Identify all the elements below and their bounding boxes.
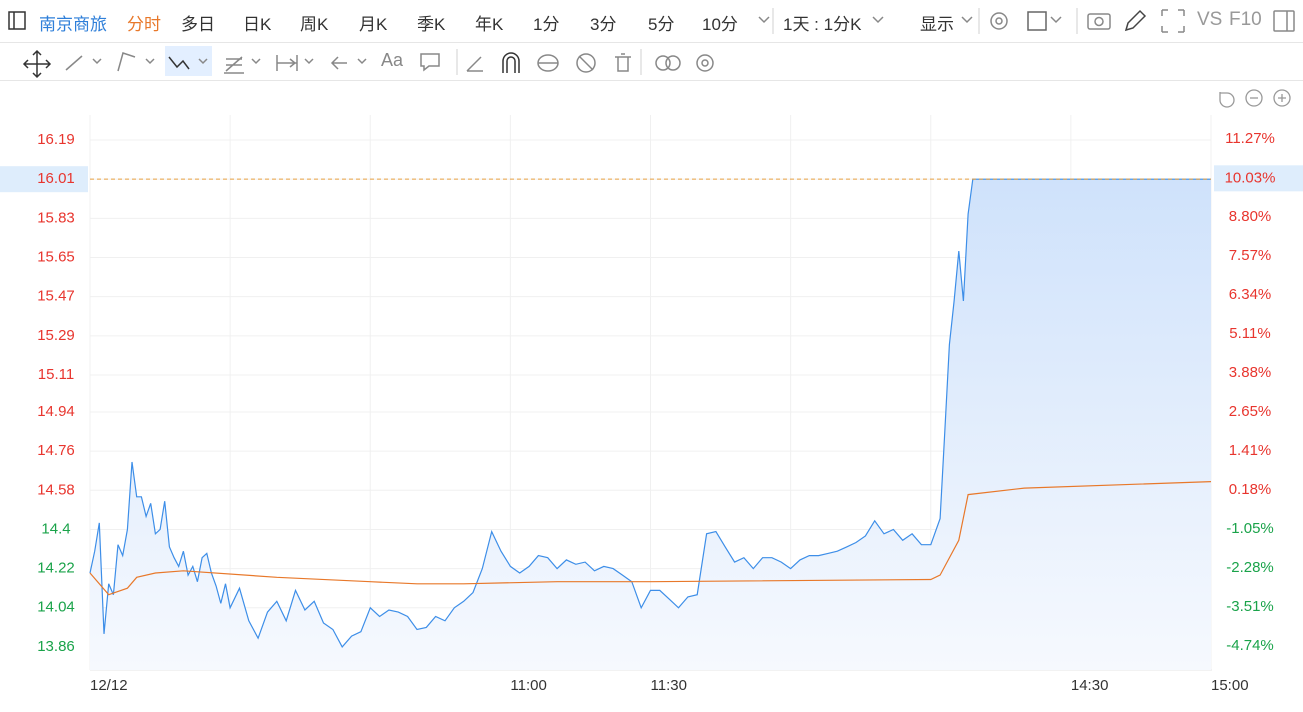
period[interactable]: 季K [417, 15, 446, 34]
price-area [90, 179, 1211, 670]
period[interactable]: 日K [243, 15, 272, 34]
y-tick-label: 13.86 [37, 638, 75, 655]
y-tick-label: 15.65 [37, 248, 75, 265]
period[interactable]: 3分 [590, 15, 617, 34]
y2-tick-label: 11.27% [1225, 130, 1275, 147]
period[interactable]: 多日 [181, 15, 215, 34]
y2-tick-label: 0.18% [1229, 481, 1272, 498]
f10-button[interactable]: F10 [1229, 9, 1262, 30]
text-tool[interactable]: Aa [381, 50, 404, 70]
y-tick-label: 16.19 [37, 131, 75, 148]
x-tick-label: 15:00 [1211, 677, 1249, 694]
period[interactable]: 1分 [533, 15, 560, 34]
y2-tick-label: 7.57% [1229, 247, 1272, 264]
x-tick-label: 11:30 [651, 677, 687, 694]
y-tick-label: 16.01 [37, 170, 75, 187]
y-tick-label: 15.83 [37, 209, 75, 226]
price-highlight [0, 166, 88, 193]
y2-tick-label: 10.03% [1225, 169, 1276, 186]
price-line [89, 178, 1211, 648]
sidebar-icon[interactable] [8, 11, 28, 31]
x-tick-label: 12/12 [90, 677, 128, 694]
zoom-controls[interactable] [1219, 89, 1291, 108]
y2-tick-label: 8.80% [1229, 208, 1272, 225]
period[interactable]: 月K [359, 15, 388, 34]
tool-icons[interactable] [0, 43, 1303, 80]
y2-tick-label: 3.88% [1229, 364, 1272, 381]
period[interactable]: 分时 [127, 15, 161, 34]
y2-tick-label: -4.74% [1226, 637, 1274, 654]
drawing-toolbar: Aa [0, 43, 1303, 81]
display-menu[interactable]: 显示 [920, 15, 954, 34]
period-bar: 南京商旅 分时 多日 日K 周K 月K 季K 年K 1分 3分 5分 10分 1… [0, 0, 1303, 43]
price-highlight [1214, 165, 1303, 192]
y2-tick-label: -3.51% [1226, 598, 1274, 615]
x-tick-label: 14:30 [1071, 677, 1109, 694]
chart: 16.19 11.27% 16.01 10.03% 15.83 8.80% 15.65 7.5… [0, 89, 1303, 694]
y-tick-label: 14.4 [41, 520, 70, 537]
y-tick-label: 15.29 [37, 327, 75, 344]
y2-tick-label: 2.65% [1229, 403, 1272, 420]
y2-tick-label: 5.11% [1229, 325, 1270, 342]
y2-tick-label: -2.28% [1226, 559, 1274, 576]
period[interactable]: 周K [300, 15, 329, 34]
average-line [89, 481, 1212, 596]
y-tick-label: 15.47 [37, 288, 75, 305]
range-select[interactable]: 1天 : 1分K [783, 15, 862, 34]
period[interactable]: 5分 [648, 15, 675, 34]
y2-tick-label: 1.41% [1229, 442, 1272, 459]
y-tick-label: 15.11 [38, 366, 74, 383]
y-tick-label: 14.04 [37, 599, 75, 616]
y2-tick-label: -1.05% [1226, 520, 1274, 537]
y-tick-label: 14.22 [37, 560, 75, 577]
y-tick-label: 14.58 [37, 481, 75, 498]
symbol[interactable]: 南京商旅 [39, 15, 107, 34]
x-tick-label: 11:00 [510, 677, 546, 694]
period[interactable]: 10分 [702, 15, 738, 34]
vs-button[interactable]: VS [1197, 9, 1223, 30]
y2-tick-label: 6.34% [1229, 286, 1272, 303]
period[interactable]: 年K [475, 15, 504, 34]
y-tick-label: 14.94 [37, 403, 75, 420]
y-tick-label: 14.76 [37, 442, 75, 459]
